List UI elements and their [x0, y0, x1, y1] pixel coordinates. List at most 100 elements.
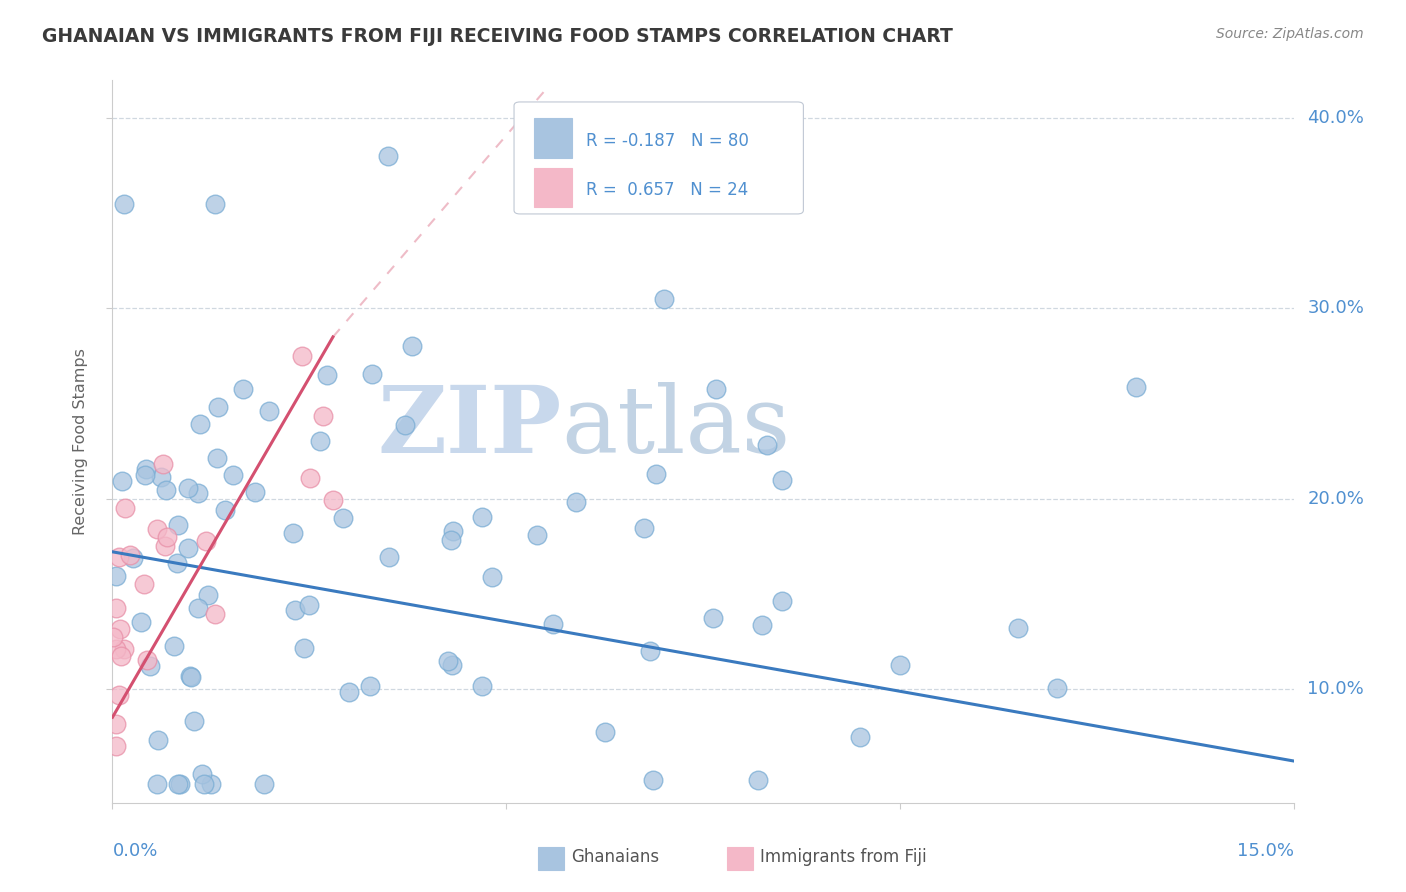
Point: [222, 468, 245, 483]
Point: [191, 767, 214, 781]
Point: [187, 486, 209, 500]
Point: [104, 717, 127, 731]
Text: GHANAIAN VS IMMIGRANTS FROM FIJI RECEIVING FOOD STAMPS CORRELATION CHART: GHANAIAN VS IMMIGRANTS FROM FIJI RECEIVI…: [42, 27, 953, 45]
Point: [377, 149, 399, 163]
Point: [167, 518, 190, 533]
Point: [132, 576, 155, 591]
Point: [200, 777, 222, 791]
Point: [377, 550, 399, 565]
Point: [309, 434, 332, 449]
Text: 10.0%: 10.0%: [1308, 680, 1364, 698]
Point: [359, 679, 381, 693]
Point: [360, 367, 382, 381]
Point: [138, 658, 160, 673]
Point: [177, 481, 200, 495]
Point: [149, 470, 172, 484]
Point: [105, 739, 128, 753]
Point: [541, 617, 564, 632]
Point: [401, 339, 423, 353]
Bar: [534, 119, 572, 158]
Point: [146, 522, 169, 536]
Point: [437, 653, 460, 667]
Text: R =  0.657   N = 24: R = 0.657 N = 24: [586, 181, 748, 199]
Point: [257, 404, 280, 418]
Point: [167, 777, 190, 791]
Point: [101, 630, 124, 644]
Point: [316, 368, 339, 382]
Point: [197, 588, 219, 602]
Point: [110, 649, 132, 664]
Point: [564, 495, 586, 509]
Bar: [537, 847, 564, 870]
Point: [194, 533, 217, 548]
Point: [134, 467, 156, 482]
Point: [284, 602, 307, 616]
Point: [207, 400, 229, 414]
Point: [638, 644, 661, 658]
Point: [214, 503, 236, 517]
Text: 40.0%: 40.0%: [1308, 110, 1364, 128]
Point: [156, 530, 179, 544]
Point: [118, 548, 141, 562]
Point: [105, 568, 128, 582]
Point: [298, 599, 321, 613]
Point: [471, 510, 494, 524]
Point: [394, 418, 416, 433]
Point: [281, 526, 304, 541]
Y-axis label: Receiving Food Stamps: Receiving Food Stamps: [73, 348, 89, 535]
Point: [207, 450, 229, 465]
Point: [187, 601, 209, 615]
Point: [755, 438, 778, 452]
Point: [163, 639, 186, 653]
Point: [311, 409, 333, 423]
Point: [702, 611, 724, 625]
Point: [292, 641, 315, 656]
Point: [526, 528, 548, 542]
Point: [104, 641, 127, 656]
Point: [110, 622, 132, 636]
Point: [633, 521, 655, 535]
Point: [155, 483, 177, 498]
Point: [770, 594, 793, 608]
Text: ZIP: ZIP: [377, 382, 561, 472]
Point: [441, 657, 464, 672]
Point: [298, 471, 321, 485]
Point: [136, 653, 159, 667]
Point: [188, 417, 211, 431]
Point: [652, 292, 675, 306]
Text: 30.0%: 30.0%: [1308, 300, 1364, 318]
Point: [108, 550, 131, 565]
Point: [337, 684, 360, 698]
Point: [595, 725, 617, 739]
Point: [471, 679, 494, 693]
Point: [751, 618, 773, 632]
Point: [121, 551, 143, 566]
Point: [153, 539, 176, 553]
Point: [135, 462, 157, 476]
Text: 0.0%: 0.0%: [112, 842, 157, 860]
Point: [1125, 380, 1147, 394]
Point: [112, 641, 135, 656]
Text: atlas: atlas: [561, 382, 790, 472]
Point: [1007, 622, 1029, 636]
Point: [111, 475, 134, 489]
Point: [481, 570, 503, 584]
Point: [146, 777, 169, 791]
Point: [204, 197, 226, 211]
Point: [644, 467, 666, 481]
Point: [129, 615, 152, 629]
Point: [441, 524, 464, 538]
Point: [332, 511, 354, 525]
Point: [204, 607, 226, 621]
Text: Ghanaians: Ghanaians: [571, 848, 659, 866]
Point: [180, 670, 202, 684]
Point: [108, 688, 131, 702]
Text: 20.0%: 20.0%: [1308, 490, 1364, 508]
Point: [704, 382, 727, 396]
Point: [849, 731, 872, 745]
Text: R = -0.187   N = 80: R = -0.187 N = 80: [586, 132, 749, 150]
Point: [193, 777, 215, 791]
Point: [1046, 681, 1069, 695]
Point: [112, 197, 135, 211]
Point: [747, 773, 769, 788]
